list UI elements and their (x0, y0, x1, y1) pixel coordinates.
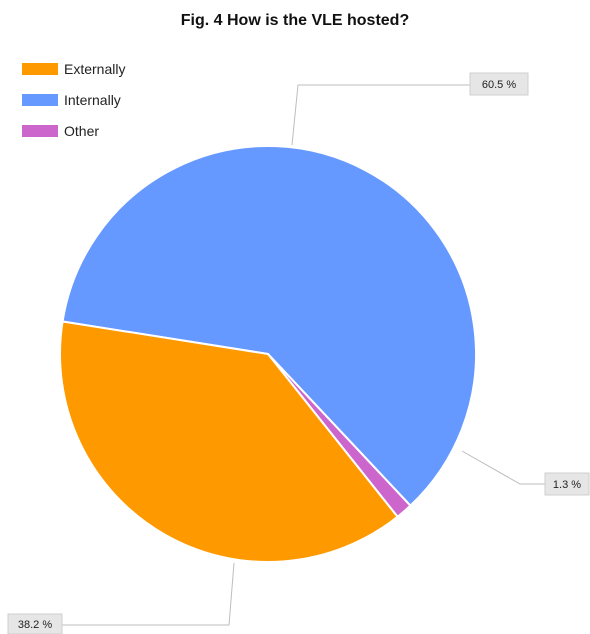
data-label-externally: 38.2 % (18, 619, 52, 631)
data-label-box-internally (469, 72, 529, 96)
pie-slices (59, 145, 477, 563)
leader-line-externally (62, 562, 235, 626)
pie-slice-internally (61, 145, 477, 508)
leader-line-other (461, 450, 545, 485)
legend-swatch-internally (22, 94, 58, 106)
legend-swatch-other (22, 125, 58, 137)
data-label-box-externally (7, 613, 63, 634)
legend-label-externally: Externally (64, 61, 125, 77)
legend: Externally Internally Other (22, 61, 125, 139)
legend-label-other: Other (64, 123, 99, 139)
legend-swatch-externally (22, 63, 58, 75)
data-label-other: 1.3 % (553, 479, 581, 491)
data-label-internally: 60.5 % (482, 79, 516, 91)
leader-line-internally (291, 84, 470, 146)
data-labels: 60.5 % 1.3 % 38.2 % (7, 72, 590, 634)
pie-slice-externally (59, 320, 399, 563)
legend-label-internally: Internally (64, 92, 121, 108)
data-label-box-other (544, 472, 590, 496)
chart-title: Fig. 4 How is the VLE hosted? (181, 12, 409, 29)
